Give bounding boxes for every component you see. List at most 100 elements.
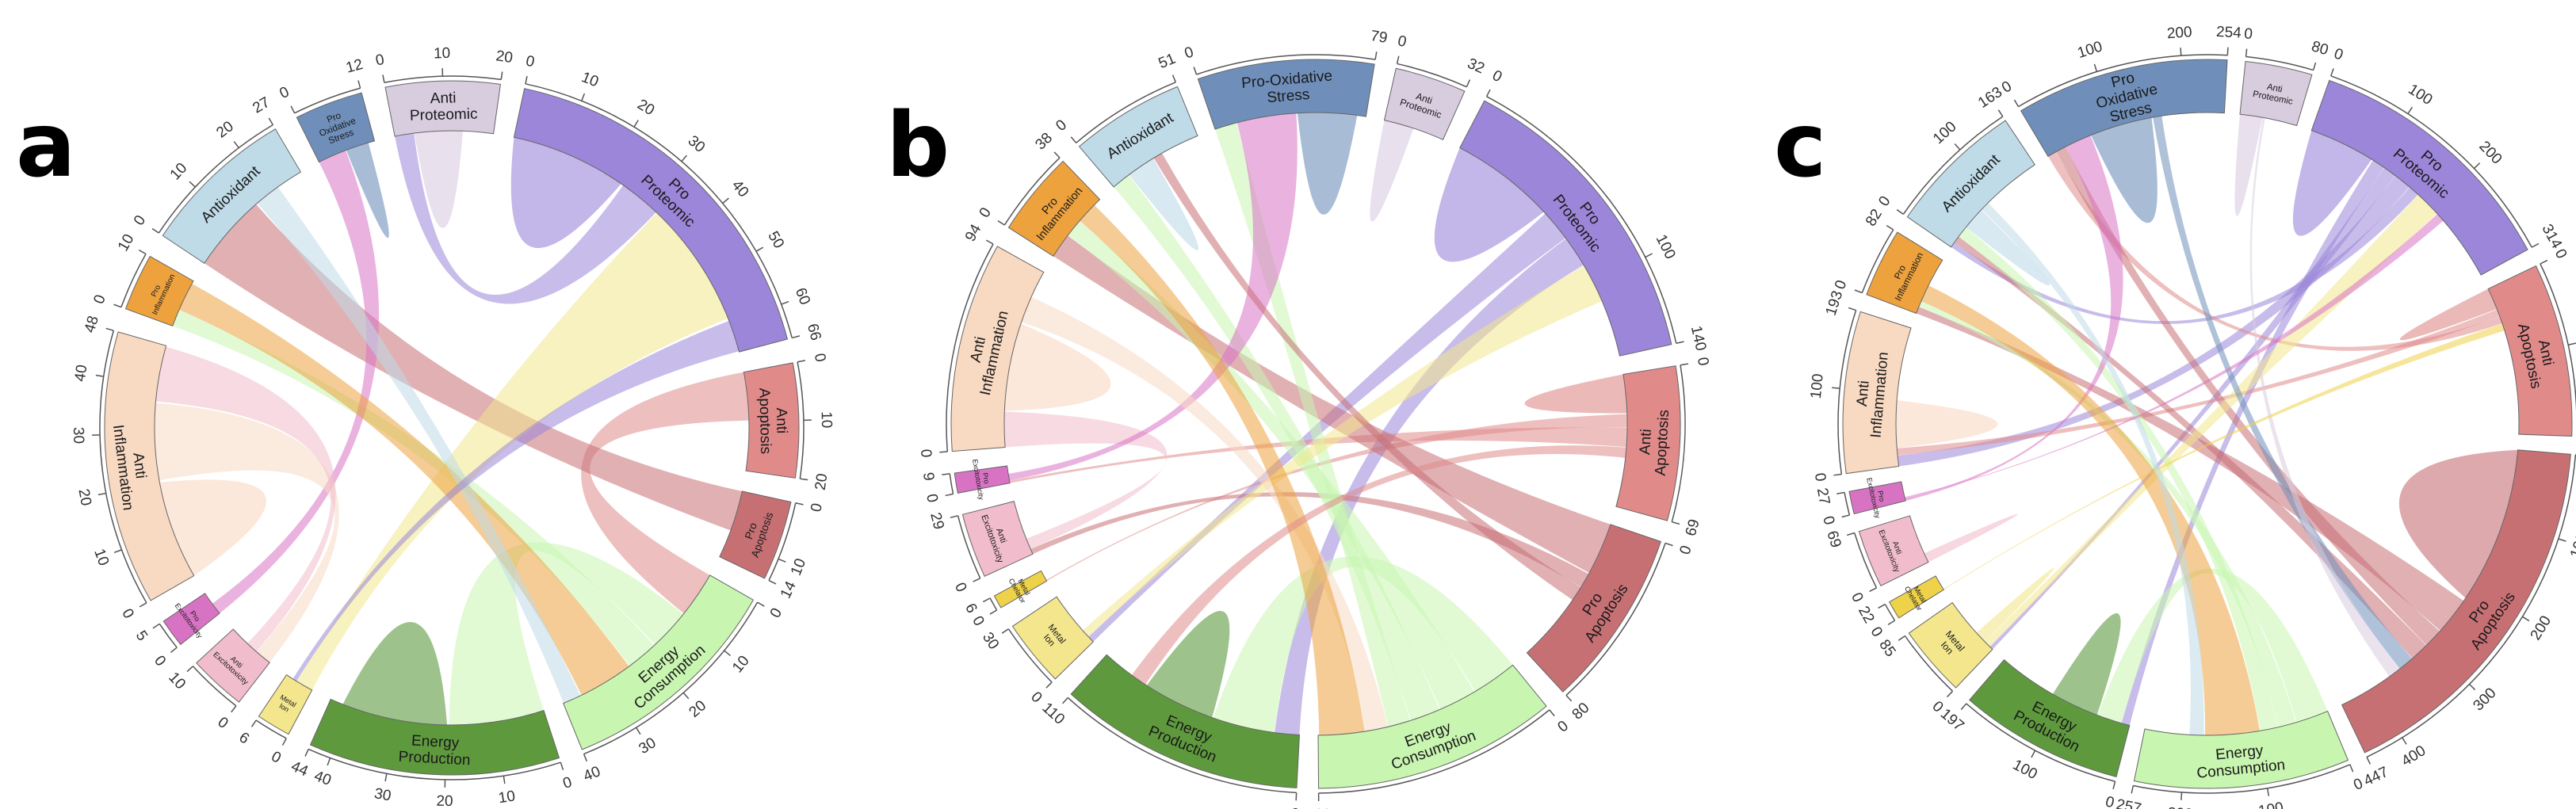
segment-arc: [2310, 79, 2528, 276]
tick-label: 0: [767, 605, 785, 621]
tick-label: 0: [811, 352, 829, 363]
chord-ribbon: [1370, 120, 1414, 222]
segment-arc: [1968, 658, 2131, 778]
tick-label: 163: [1975, 84, 2005, 112]
tick-label: 0: [1053, 116, 1070, 135]
tick-mark: [768, 579, 777, 585]
chord-ribbon: [178, 284, 629, 696]
tick-label: 40: [728, 177, 752, 200]
tick-mark: [1832, 387, 1840, 389]
segment-label-line: Anti: [1415, 90, 1434, 106]
panel-b: b 0100140ProProteomic069AntiApoptosis080…: [886, 28, 1711, 809]
segment-arc: [1070, 654, 1301, 788]
tick-label: 0: [1819, 514, 1837, 526]
tick-label: 0: [214, 714, 231, 732]
tick-mark: [2312, 62, 2317, 71]
segment-arc: [563, 574, 755, 750]
tick-mark: [2402, 737, 2407, 745]
tick-mark: [233, 141, 239, 148]
tick-mark: [1848, 307, 1856, 311]
tick-label: 200: [2167, 805, 2193, 809]
tick-mark: [2407, 106, 2413, 115]
tick-mark: [722, 197, 729, 204]
tick-label: 6: [236, 729, 252, 747]
tick-label: 60: [792, 286, 813, 307]
chord-ribbon: [1030, 492, 1589, 587]
segment-arc: [162, 128, 302, 264]
tick-label: 0: [91, 292, 109, 306]
tick-mark: [797, 360, 806, 363]
tick-mark: [2013, 99, 2020, 108]
segment-label-line: Pro: [326, 110, 343, 125]
segment-label-line: Apoptosis: [755, 387, 774, 454]
tick-label: 0: [269, 748, 284, 767]
tick-label: 0: [1875, 193, 1894, 210]
segment-label-line: Anti: [773, 407, 790, 433]
tick-axis: [2330, 75, 2532, 248]
tick-mark: [1854, 289, 1863, 294]
chord-ribbon: [1080, 204, 1365, 735]
tick-label: 10: [497, 788, 516, 807]
chord-ribbon: [1088, 213, 1566, 643]
tick-label: 254: [2216, 24, 2242, 42]
tick-axis: [192, 666, 237, 707]
chord-ribbon: [2249, 117, 2400, 677]
tick-label: 100: [1808, 373, 1827, 400]
segment-energy-consumption: 0100200257EnergyConsumption: [2115, 710, 2365, 809]
tick-label: 109: [1306, 807, 1332, 809]
tick-mark: [268, 117, 273, 126]
tick-label: 29: [927, 511, 947, 532]
tick-mark: [985, 239, 994, 245]
chord-ribbon: [2398, 449, 2518, 598]
tick-label: 66: [804, 322, 824, 342]
tick-label: 100: [1930, 118, 1960, 147]
tick-axis: [308, 748, 561, 780]
tick-label: 0: [1848, 590, 1867, 605]
tick-label: 400: [2398, 742, 2429, 770]
chord-ribbon: [1082, 265, 1603, 637]
segment-arc: [1078, 86, 1198, 188]
segment-arc: [258, 674, 313, 735]
tick-axis: [2018, 54, 2228, 108]
segment-pro-oxidative-stress: 0 79 Pro-OxidativeStress: [1183, 28, 1389, 130]
segment-arc: [1848, 481, 1906, 515]
tick-mark: [942, 473, 950, 475]
tick-label: 10: [434, 45, 451, 63]
tick-mark: [1045, 681, 1053, 689]
tick-mark: [186, 666, 193, 673]
tick-label: 447: [2361, 764, 2391, 790]
tick-mark: [1869, 587, 1877, 593]
segment-arc: [1011, 596, 1094, 680]
tick-mark: [2131, 785, 2135, 794]
tick-axis: [1902, 116, 2004, 215]
tick-label: 100: [1653, 232, 1679, 262]
tick-label: 0: [131, 212, 149, 228]
segment-arc: [1866, 231, 1943, 315]
tick-mark: [1171, 74, 1176, 83]
tick-mark: [290, 105, 296, 114]
tick-label: 0: [1027, 689, 1045, 706]
segment-label-line: Apoptosis: [1653, 410, 1672, 476]
tick-axis: [989, 597, 998, 611]
tick-label: 0: [2332, 45, 2345, 63]
segment-arc: [124, 255, 194, 326]
tick-label: 20: [495, 48, 514, 67]
tick-axis: [583, 601, 759, 755]
tick-label: 100: [2405, 81, 2435, 109]
tick-label: 38: [1032, 130, 1056, 154]
tick-axis: [1837, 310, 1857, 475]
segment-arc: [1007, 160, 1101, 257]
tick-mark: [581, 93, 586, 101]
segment-anti-apoptosis: 0100207AntiApoptosis: [2487, 246, 2576, 437]
tick-label: 193: [1823, 288, 1847, 318]
tick-label: 6: [961, 601, 980, 616]
tick-label: 20: [436, 793, 453, 809]
tick-axis: [768, 502, 797, 581]
tick-label: 40: [72, 364, 91, 383]
segment-label-line: Proteomic: [410, 106, 478, 124]
tick-label: 10: [579, 69, 601, 90]
tick-mark: [989, 609, 997, 615]
